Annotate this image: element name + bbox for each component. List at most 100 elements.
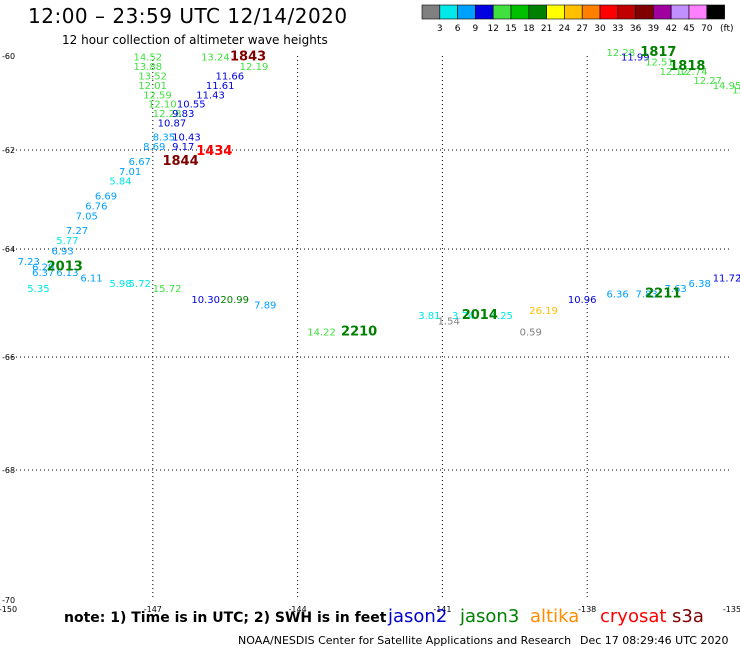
wave-height-value: 6.37	[32, 268, 54, 279]
pass-time-label: 2014	[462, 308, 498, 323]
legend-tick-label: 33	[612, 24, 623, 34]
wave-height-value: 15.3	[732, 86, 740, 97]
wave-height-value: 6.36	[607, 290, 629, 301]
wave-height-value: 12.10	[148, 100, 177, 111]
legend-tick-label: 70	[701, 24, 713, 34]
satellite-label-jason3: jason3	[460, 606, 520, 627]
wave-height-value: 11.43	[196, 90, 225, 101]
wave-height-value: 8.35	[153, 133, 175, 144]
legend-swatch	[599, 4, 619, 20]
wave-height-value: 3.74	[452, 311, 474, 322]
page-subtitle: 12 hour collection of altimeter wave hei…	[62, 33, 328, 47]
wave-height-value: 13.24	[201, 53, 230, 64]
pass-time-label: 1817	[640, 45, 676, 60]
y-tick-label: -70	[2, 596, 15, 605]
legend-tick-label: 30	[594, 24, 606, 34]
x-tick-label: -138	[578, 605, 596, 614]
pass-time-label: 2013	[47, 260, 83, 275]
legend-swatch	[528, 4, 547, 20]
legend-swatch	[688, 4, 708, 20]
wave-height-value: 7.27	[66, 226, 88, 237]
credit-text: NOAA/NESDIS Center for Satellite Applica…	[238, 634, 572, 647]
legend-swatch	[617, 4, 636, 20]
y-tick-label: -62	[2, 146, 15, 155]
wave-height-value: 15.72	[153, 284, 182, 295]
legend-swatch	[653, 4, 672, 20]
legend-swatch	[706, 4, 725, 20]
wave-height-value: 9.17	[172, 142, 194, 153]
wave-height-value: 9.83	[172, 109, 194, 120]
legend-tick-label: 39	[648, 24, 660, 34]
wave-height-value: 6.29	[32, 263, 54, 274]
legend-tick-label: 21	[541, 24, 552, 34]
legend-tick-label: 15	[505, 24, 516, 34]
y-tick-label: -66	[2, 353, 15, 362]
page-title: 12:00 – 23:59 UTC 12/14/2020	[28, 4, 348, 28]
legend-swatch	[564, 4, 583, 20]
legend-swatch	[670, 4, 690, 20]
wave-height-value: 14.22	[307, 327, 336, 338]
satellite-label-jason2: jason2	[388, 606, 448, 627]
legend-tick-label: 45	[683, 24, 694, 34]
wave-height-value: 7.23	[18, 257, 40, 268]
pass-time-label: 2210	[341, 324, 377, 339]
wave-height-value: 13.52	[138, 72, 167, 83]
satellite-label-altika: altika	[530, 606, 580, 627]
legend-tick-label: 24	[559, 24, 571, 34]
wave-height-value: 12.51	[645, 57, 674, 68]
y-tick-label: -60	[2, 52, 15, 61]
color-legend: 3 6 9 12 15 18 21 24 27 30 33 36 39 42 45 70 (ft)	[421, 4, 734, 34]
wave-height-value: 14.95	[713, 81, 740, 92]
wave-height-value: 0.59	[520, 327, 542, 338]
legend-tick-label: 6	[455, 24, 461, 34]
chart-grid	[8, 56, 732, 600]
wave-height-value: 20.99	[220, 295, 249, 306]
wave-height-value: 7.83	[635, 290, 657, 301]
wave-height-value: 6.67	[129, 157, 151, 168]
x-tick-label: -150	[0, 605, 17, 614]
wave-height-value: 6.11	[80, 273, 102, 284]
legend-tick-label: 3	[437, 24, 443, 34]
y-tick-label: -64	[2, 245, 15, 254]
pass-time-label: 1843	[230, 50, 266, 65]
wave-height-value: 5.84	[109, 177, 131, 188]
legend-tick-label: 9	[473, 24, 479, 34]
pass-time-label: 1434	[196, 144, 232, 159]
wave-height-value: 12.27	[693, 76, 722, 87]
wave-height-value: 5.98	[109, 279, 131, 290]
wave-height-value: 10.43	[172, 133, 201, 144]
wave-height-value: 6.38	[689, 279, 711, 290]
legend-unit-label: (ft)	[720, 24, 734, 34]
wave-height-value: 7.89	[254, 300, 276, 311]
legend-swatch	[581, 4, 601, 20]
legend-tick-label: 12	[487, 24, 498, 34]
legend-swatch	[635, 4, 654, 20]
x-tick-label: -144	[289, 605, 307, 614]
wave-height-value: 3.81	[418, 311, 440, 322]
legend-swatch	[510, 4, 530, 20]
wave-height-value: 6.76	[85, 201, 107, 212]
wave-height-value: 12.59	[143, 90, 172, 101]
wave-height-value: 11.61	[206, 81, 235, 92]
wave-height-value: 4.25	[491, 311, 513, 322]
legend-swatch	[475, 4, 494, 20]
legend-swatch	[457, 4, 476, 20]
wave-height-value: 6.69	[95, 192, 117, 203]
wave-height-value: 14.52	[133, 53, 162, 64]
wave-height-value: 12.12	[660, 67, 689, 78]
wave-height-value: 7.01	[119, 167, 141, 178]
wave-height-value: 10.87	[158, 119, 187, 130]
wave-height-value: 12.19	[240, 62, 269, 73]
legend-swatch	[546, 4, 565, 20]
wave-height-value: 8.69	[143, 142, 165, 153]
data-points: 14.52 13.24 13.88 12.19 13.52 11.66 12.01 11.61…	[18, 45, 740, 339]
wave-height-value: 5.35	[27, 284, 49, 295]
wave-height-value: 7.63	[664, 284, 686, 295]
wave-height-value: 12.28	[153, 109, 182, 120]
wave-height-value: 6.13	[56, 268, 78, 279]
y-tick-label: -68	[2, 466, 15, 475]
chart-axes: -150 -147 -144 -141 -138 -135 -60 -62 -64 -66 -68 -…	[0, 52, 740, 614]
wave-height-value: 10.55	[177, 100, 206, 111]
legend-tick-label: 18	[523, 24, 535, 34]
legend-tick-label: 36	[630, 24, 642, 34]
